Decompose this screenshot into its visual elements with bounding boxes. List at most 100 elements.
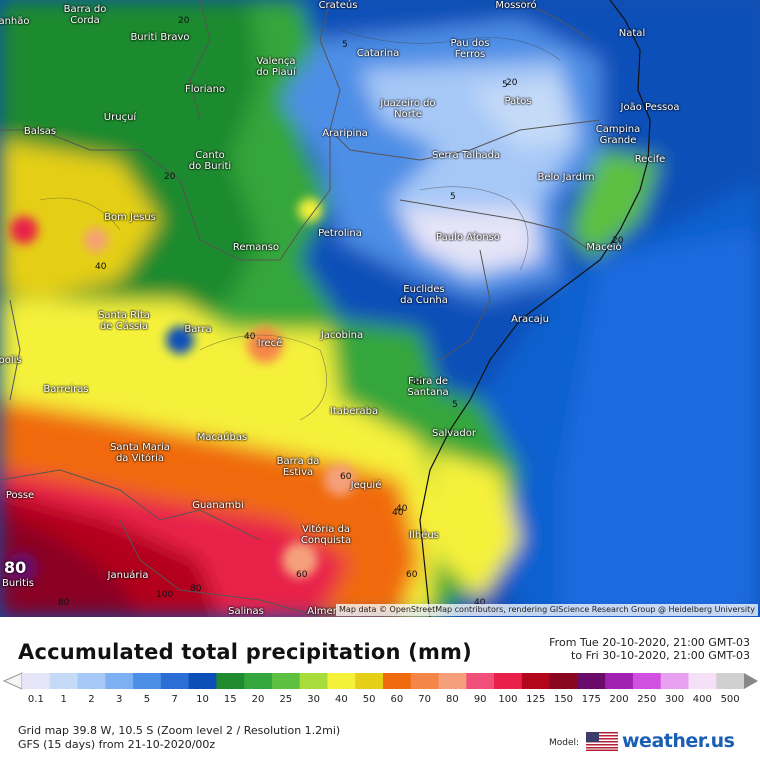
city-label: Buriti Bravo (130, 32, 190, 43)
legend-swatch (49, 673, 79, 689)
contour-value-label: 80 (190, 584, 202, 594)
city-name-line: do Buriti (188, 161, 232, 172)
city-label: anhão (0, 16, 44, 27)
city-name-line: Ferros (454, 49, 486, 60)
city-label: Paulo Afonso (436, 232, 500, 243)
brand-logo[interactable]: weather.us (622, 730, 735, 752)
legend-label: 70 (418, 694, 431, 705)
city-label: Pau dos Ferros (440, 38, 500, 60)
city-name-line: Feira de (407, 376, 449, 387)
city-name-line: Almer (307, 606, 337, 617)
legend-label: 7 (172, 694, 178, 705)
city-name-line: Mossoró (495, 0, 537, 11)
legend-label: 125 (526, 694, 545, 705)
city-label: Crateús (308, 0, 368, 11)
map-title: Accumulated total precipitation (mm) (18, 640, 472, 664)
legend-swatch (660, 673, 689, 689)
city-name-line: Serra Talhada (432, 150, 501, 161)
city-label: Serra Talhada (432, 150, 501, 161)
contour-value-label: 40 (244, 332, 256, 342)
legend-label: 150 (554, 694, 573, 705)
legend-label: 300 (665, 694, 684, 705)
city-label: Uruçuí (90, 112, 150, 123)
city-label: Jacobina (312, 330, 372, 341)
grid-info-text: Grid map 39.8 W, 10.5 S (Zoom level 2 / … (18, 724, 341, 737)
contour-value-label: 40 (95, 262, 107, 272)
city-name-line: Araripina (322, 128, 368, 139)
color-scale-legend: 0.1 1 2 3 5 7 10 15 20 25 30 40 50 60 70 80 90 100 125 150 1… (2, 672, 758, 705)
legend-swatch (577, 673, 606, 689)
city-label: Campina Grande (588, 124, 648, 146)
city-name-line: Barra da (276, 456, 320, 467)
legend-swatch (632, 673, 662, 689)
legend-label: 200 (609, 694, 628, 705)
city-label: Barra do Corda (55, 4, 115, 26)
city-name-line: Santa Maria (110, 442, 170, 453)
legend-swatch (133, 673, 162, 689)
city-name-line: Barreiras (43, 384, 89, 395)
city-name-line: Januária (107, 570, 149, 581)
city-name-line: Norte (394, 109, 422, 120)
map-attribution[interactable]: Map data © OpenStreetMap contributors, r… (336, 604, 758, 616)
period-from: From Tue 20-10-2020, 21:00 GMT-03 (549, 636, 750, 649)
contour-value-label: 40 (392, 508, 404, 518)
city-name-line: Campina (595, 124, 641, 135)
us-flag-icon (586, 732, 618, 751)
legend-swatch (494, 673, 523, 689)
city-label: Barra (168, 324, 228, 335)
city-name-line: Santa Rita (98, 310, 150, 321)
city-label: Posse (0, 490, 50, 501)
city-name-line: Remanso (232, 242, 280, 253)
legend-swatch (105, 673, 134, 689)
precipitation-map[interactable]: Barra do Corda Buriti Bravo Valença do Piauí… (0, 0, 760, 617)
legend-swatch (77, 673, 106, 689)
city-label: Bom Jesus (100, 212, 160, 223)
city-name-line: Catarina (356, 48, 400, 59)
city-label: Guanambi (188, 500, 248, 511)
contour-value-label: 20 (178, 16, 190, 26)
city-label: Irecê (240, 338, 300, 349)
legend-label: 100 (498, 694, 517, 705)
legend-low-arrow (2, 672, 23, 690)
model-label: Model: (549, 738, 580, 748)
contour-value-label: 40 (412, 378, 424, 388)
city-name-line: de Cássia (99, 321, 149, 332)
legend-label: 2 (88, 694, 94, 705)
legend-swatch (410, 673, 440, 689)
legend-swatch (188, 673, 217, 689)
contour-value-label: 5 (342, 40, 348, 50)
city-label: Jequié (336, 480, 396, 491)
city-name-line: Patos (504, 96, 532, 107)
legend-label: 60 (391, 694, 404, 705)
contour-value-label: 20 (164, 172, 176, 182)
city-name-line: Pau dos (450, 38, 490, 49)
city-name-line: Irecê (257, 338, 283, 349)
highlight-value-label: 80 (4, 558, 27, 577)
city-name-line: Maceió (586, 242, 622, 253)
legend-label: 40 (335, 694, 348, 705)
city-name-line: Paulo Afonso (436, 232, 500, 243)
city-name-line: Barra (184, 324, 212, 335)
city-label: Petrolina (310, 228, 370, 239)
city-name-line: Euclides (403, 284, 445, 295)
legend-label: 3 (116, 694, 122, 705)
period-to: to Fri 30-10-2020, 21:00 GMT-03 (571, 649, 750, 662)
city-label: Araripina (315, 128, 375, 139)
city-name-line: Uruçuí (103, 112, 137, 123)
city-name-line: Posse (5, 490, 35, 501)
city-name-line: Santana (407, 387, 449, 398)
city-label: João Pessoa (620, 102, 680, 113)
legend-swatch (716, 673, 745, 689)
legend-swatch (521, 673, 551, 689)
city-label: Recife (620, 154, 680, 165)
city-name-line: Conquista (300, 535, 352, 546)
contour-value-label: 5 (450, 192, 456, 202)
legend-label: 1 (60, 694, 66, 705)
legend-label: 90 (474, 694, 487, 705)
city-name-line: Recife (634, 154, 666, 165)
city-label: Natal (602, 28, 662, 39)
city-name-line: Jequié (350, 480, 382, 491)
city-label: Itaberaba (324, 406, 384, 417)
city-label: Juazeiro do Norte (378, 98, 438, 120)
city-name-line: Canto (195, 150, 225, 161)
